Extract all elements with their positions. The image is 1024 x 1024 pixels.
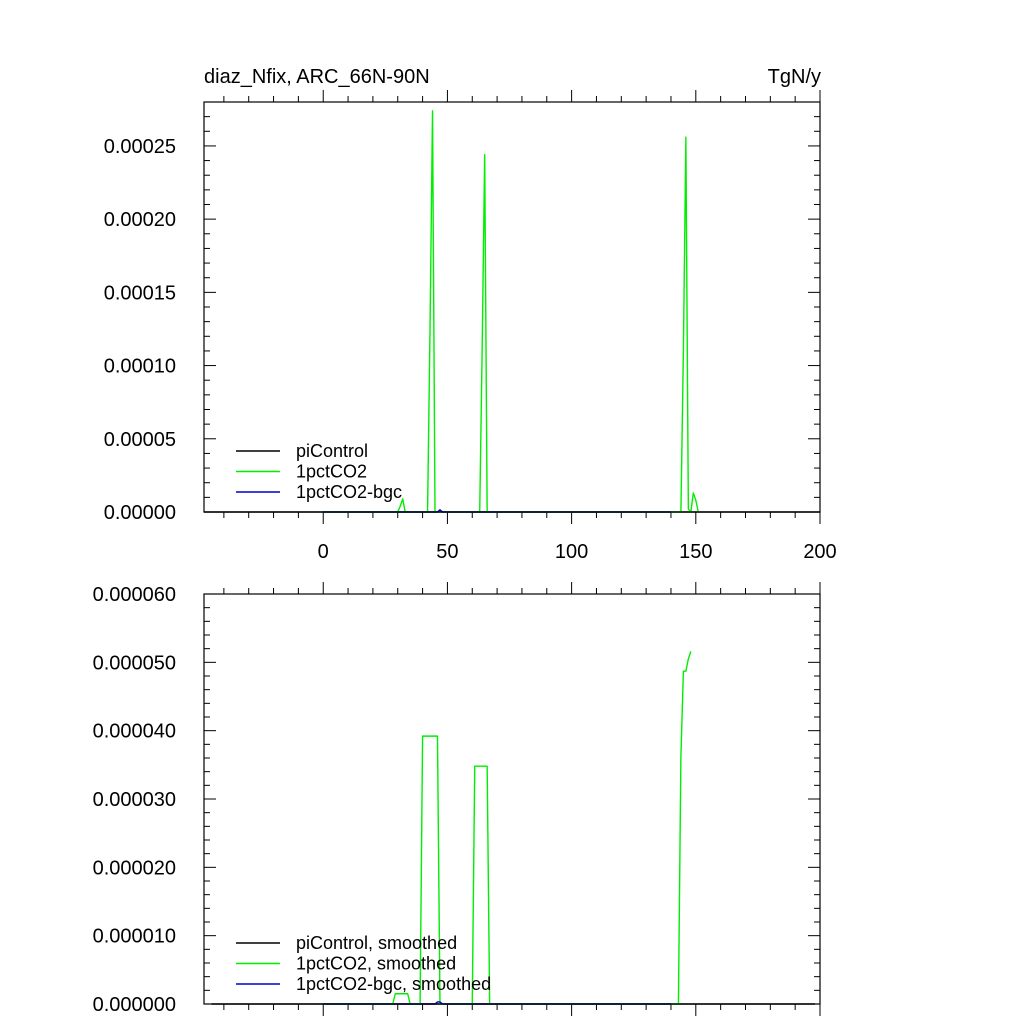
legend-label: 1pctCO2, smoothed <box>296 954 456 974</box>
y-tick-label: 0.000060 <box>93 584 176 606</box>
bottom-panel: 0.000000 0.000010 0.000020 0.000030 0.000040… <box>93 582 821 1016</box>
y-tick-label: 0.000020 <box>93 857 176 879</box>
x-tick-label: 150 <box>679 541 712 563</box>
legend-label: 1pctCO2 <box>296 462 367 482</box>
top-plot-frame <box>203 101 821 513</box>
y-tick-label: 0.000000 <box>93 994 176 1016</box>
y-tick-label: 0.00020 <box>104 209 176 231</box>
y-tick-label: 0.00005 <box>104 429 176 451</box>
x-tick-label: 50 <box>436 541 458 563</box>
legend-label: 1pctCO2-bgc <box>296 482 402 502</box>
bottom-axis-ticks: 0.000000 0.000010 0.000020 0.000030 0.000040… <box>93 582 821 1016</box>
series-line-1 <box>323 110 699 513</box>
legend-label: 1pctCO2-bgc, smoothed <box>296 974 491 994</box>
legend-label: piControl <box>296 441 368 461</box>
x-tick-label: 0 <box>318 541 329 563</box>
x-tick-label: 200 <box>803 541 836 563</box>
y-tick-label: 0.00010 <box>104 356 176 378</box>
units-label: TgN/y <box>768 66 821 88</box>
top-panel: diaz_Nfix, ARC_66N-90N TgN/y 0 50 100 150 20… <box>104 66 837 563</box>
top-axis-ticks: 0 50 100 150 200 0.00000 0.00005 0.00010 0.00015… <box>104 90 837 563</box>
bottom-plot-frame <box>203 593 821 1005</box>
y-tick-label: 0.00015 <box>104 282 176 304</box>
y-tick-label: 0.000040 <box>93 721 176 743</box>
y-tick-label: 0.000030 <box>93 789 176 811</box>
y-tick-label: 0.000050 <box>93 652 176 674</box>
x-tick-label: 100 <box>555 541 588 563</box>
y-tick-label: 0.000010 <box>93 926 176 948</box>
y-tick-label: 0.00025 <box>104 136 176 158</box>
legend-label: piControl, smoothed <box>296 933 457 953</box>
chart-title: diaz_Nfix, ARC_66N-90N <box>204 66 430 88</box>
y-tick-label: 0.00000 <box>104 502 176 524</box>
